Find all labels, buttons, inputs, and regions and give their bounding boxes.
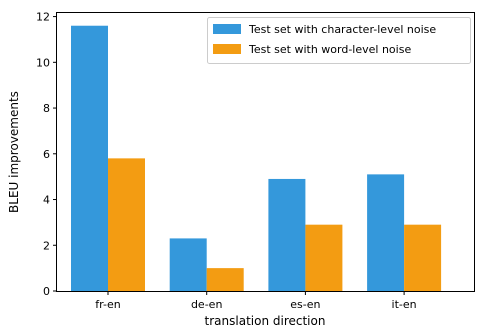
bar-de-en-series-1 bbox=[169, 238, 207, 291]
bar-de-en-series-2 bbox=[206, 268, 244, 291]
y-tick-label: 12 bbox=[36, 11, 50, 24]
x-tick-label-fr-en: fr-en bbox=[95, 298, 120, 311]
y-tick-label: 6 bbox=[43, 148, 50, 161]
legend-swatch-series-1 bbox=[213, 24, 241, 34]
x-axis-title: translation direction bbox=[205, 314, 326, 328]
x-tick-label-de-en: de-en bbox=[191, 298, 222, 311]
y-tick-label: 0 bbox=[43, 285, 50, 298]
x-axis-ticks: fr-en de-en es-en it-en bbox=[95, 291, 417, 311]
y-axis-ticks: 0 2 4 6 8 10 12 bbox=[36, 11, 57, 298]
x-tick-label-it-en: it-en bbox=[392, 298, 417, 311]
legend-box bbox=[207, 17, 471, 64]
y-axis-title: BLEU improvements bbox=[7, 91, 21, 213]
plot-frame bbox=[56, 12, 475, 292]
bar-fr-en-series-2 bbox=[108, 158, 145, 291]
y-tick-label: 8 bbox=[43, 102, 50, 115]
bar-es-en-series-2 bbox=[305, 224, 343, 291]
legend-label-series-1: Test set with character-level noise bbox=[248, 23, 436, 36]
y-tick-label: 4 bbox=[43, 194, 50, 207]
axes-layer bbox=[56, 12, 475, 292]
bars-layer bbox=[71, 25, 442, 291]
y-tick-label: 10 bbox=[36, 56, 50, 69]
legend-label-series-2: Test set with word-level noise bbox=[248, 43, 411, 56]
bar-it-en-series-2 bbox=[404, 224, 442, 291]
bar-it-en-series-1 bbox=[367, 174, 405, 291]
y-tick-label: 2 bbox=[43, 239, 50, 252]
legend: Test set with character-level noise Test… bbox=[207, 17, 471, 64]
x-tick-label-es-en: es-en bbox=[290, 298, 320, 311]
legend-swatch-series-2 bbox=[213, 44, 241, 54]
bar-fr-en-series-1 bbox=[71, 25, 108, 291]
bar-es-en-series-1 bbox=[268, 178, 306, 291]
